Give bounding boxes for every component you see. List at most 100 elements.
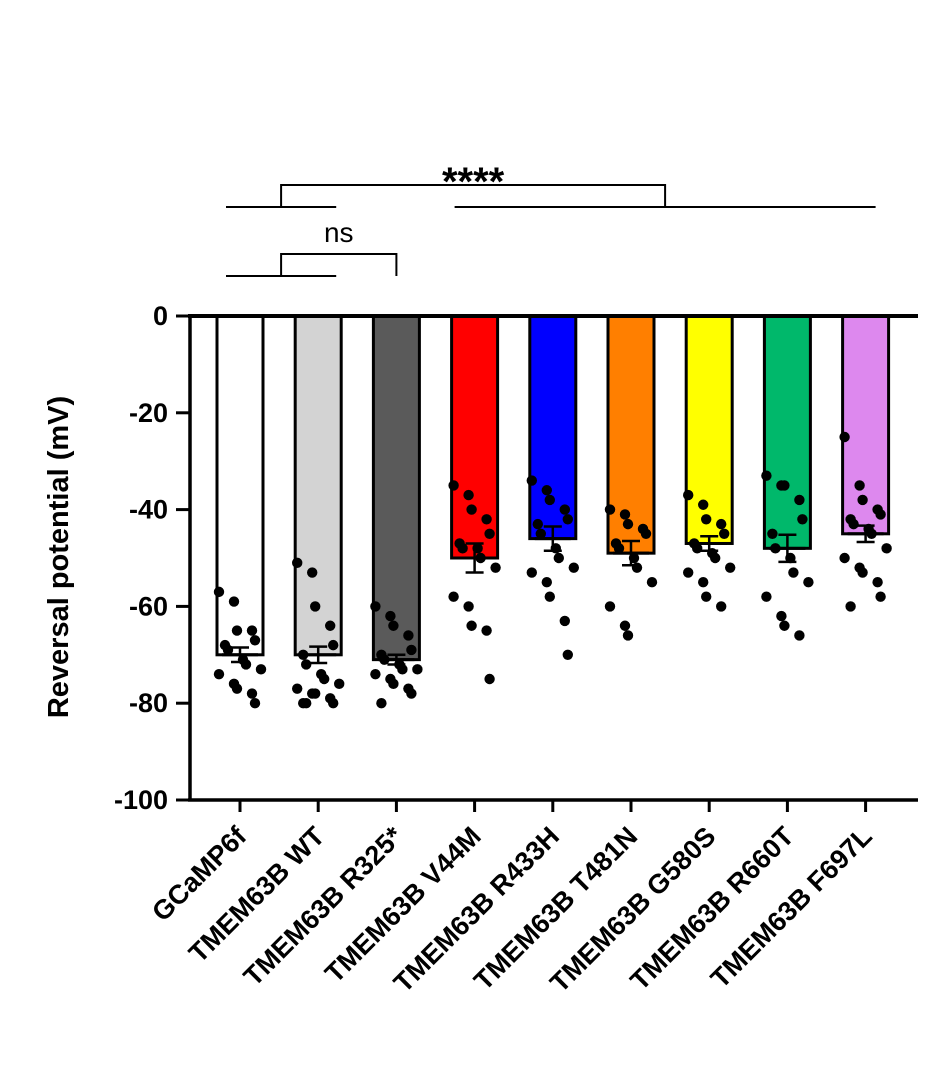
data-point [640, 528, 652, 539]
y-tick-label: -80 [129, 688, 168, 718]
data-point [328, 698, 339, 709]
data-point [463, 601, 474, 612]
data-point [622, 630, 634, 641]
data-point [466, 620, 477, 631]
data-point [370, 601, 381, 612]
data-point [562, 514, 573, 525]
data-point [370, 668, 381, 680]
bar [215, 314, 265, 657]
data-point [719, 528, 730, 539]
significance-bracket [280, 184, 667, 207]
data-point [228, 596, 240, 607]
x-tick-label: TMEM63B WT [183, 821, 331, 969]
data-point [803, 577, 814, 588]
data-point [535, 528, 546, 539]
data-point [683, 567, 694, 578]
data-point [301, 698, 312, 709]
data-point [857, 494, 868, 506]
data-point [301, 659, 312, 670]
data-point [857, 567, 868, 578]
data-point [646, 577, 658, 588]
data-point [698, 499, 709, 510]
data-point [541, 577, 552, 588]
data-point [701, 591, 712, 602]
data-point [310, 601, 321, 612]
data-point [875, 509, 886, 520]
data-point [526, 475, 537, 486]
data-point [385, 610, 396, 622]
data-point [788, 567, 799, 578]
data-point [255, 664, 267, 675]
significance-bracket [280, 253, 398, 276]
bar [371, 314, 421, 662]
data-point [797, 514, 808, 525]
data-point [231, 683, 243, 694]
data-point [794, 630, 805, 641]
data-point [481, 514, 492, 525]
data-point [403, 630, 414, 641]
data-point [872, 577, 883, 588]
data-point [457, 543, 468, 554]
data-point [716, 518, 727, 530]
data-point [213, 668, 225, 680]
data-point [231, 625, 243, 636]
data-point [388, 620, 399, 631]
significance-label: ns [324, 217, 354, 248]
data-point [406, 688, 417, 699]
data-point [406, 644, 417, 656]
y-tick-label: -60 [129, 591, 168, 621]
data-point [448, 480, 459, 491]
data-point [701, 514, 712, 525]
data-point [246, 688, 258, 699]
data-point [307, 567, 318, 578]
data-point [553, 552, 564, 564]
data-point [779, 620, 790, 631]
data-point [767, 528, 778, 539]
data-point [604, 601, 616, 612]
data-point [710, 552, 721, 564]
bar [606, 314, 656, 555]
y-axis-title: Reversal potential (mV) [43, 396, 75, 718]
data-point [484, 528, 495, 539]
data-point [412, 664, 423, 675]
data-point [692, 543, 703, 554]
data-point [463, 489, 474, 501]
data-point [716, 601, 727, 612]
data-point [562, 649, 573, 660]
data-point [622, 518, 634, 530]
data-point [559, 504, 570, 515]
data-point [222, 644, 234, 656]
data-point [619, 509, 631, 520]
y-tick-label: -100 [114, 785, 168, 815]
data-point [310, 688, 321, 699]
data-point [875, 591, 886, 602]
y-tick-label: -40 [129, 495, 168, 525]
bars-layer [213, 314, 892, 709]
bar [528, 314, 578, 541]
data-point [619, 620, 631, 631]
data-point [448, 591, 459, 602]
data-point [776, 610, 787, 622]
data-point [613, 543, 625, 554]
y-tick-label: 0 [153, 301, 168, 331]
data-point [532, 518, 543, 530]
data-point [761, 591, 772, 602]
data-point [683, 489, 694, 501]
data-point [292, 683, 303, 694]
data-point [604, 504, 616, 515]
data-point [466, 504, 477, 515]
data-point [213, 586, 225, 598]
data-point [725, 562, 736, 573]
data-point [481, 625, 492, 636]
data-point [839, 431, 850, 443]
data-point [541, 485, 552, 496]
data-point [881, 543, 892, 554]
data-point [854, 480, 865, 491]
data-point [698, 577, 709, 588]
significance-label: **** [442, 160, 505, 204]
data-point [839, 552, 850, 564]
data-point [845, 601, 856, 612]
data-point [249, 698, 261, 709]
data-point [490, 562, 501, 573]
data-point [376, 698, 387, 709]
